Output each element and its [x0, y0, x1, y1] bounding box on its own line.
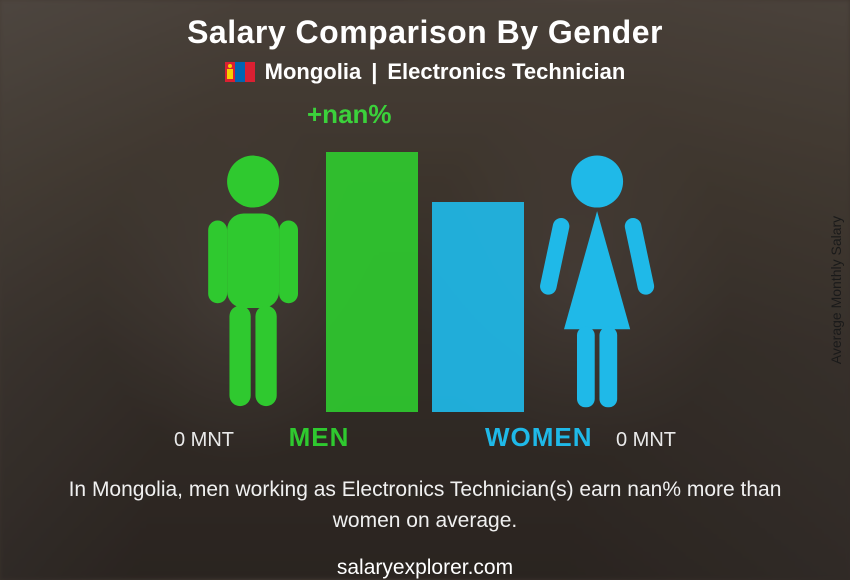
- men-label: MEN: [273, 422, 365, 453]
- difference-label: +nan%: [307, 99, 392, 130]
- separator: |: [371, 59, 377, 85]
- man-icon: [194, 152, 312, 412]
- men-value: 0 MNT: [149, 429, 259, 452]
- footer-source: salaryexplorer.com: [337, 556, 513, 580]
- labels-row: 0 MNT MEN WOMEN 0 MNT: [145, 422, 705, 453]
- woman-icon: [538, 152, 656, 412]
- y-axis-label-wrap: Average Monthly Salary: [822, 0, 850, 580]
- page-title: Salary Comparison By Gender: [187, 14, 663, 51]
- mongolia-flag-icon: [225, 62, 255, 82]
- subtitle-row: Mongolia | Electronics Technician: [225, 59, 626, 85]
- infographic-content: Salary Comparison By Gender Mongolia | E…: [0, 0, 850, 580]
- job-label: Electronics Technician: [387, 59, 625, 85]
- women-value: 0 MNT: [591, 429, 701, 452]
- women-label: WOMEN: [485, 422, 577, 453]
- country-label: Mongolia: [265, 59, 362, 85]
- men-bar: [326, 152, 418, 412]
- gender-bar-chart: +nan%: [145, 103, 705, 412]
- women-bar: [432, 202, 524, 412]
- y-axis-label: Average Monthly Salary: [828, 216, 844, 364]
- description-text: In Mongolia, men working as Electronics …: [65, 475, 785, 536]
